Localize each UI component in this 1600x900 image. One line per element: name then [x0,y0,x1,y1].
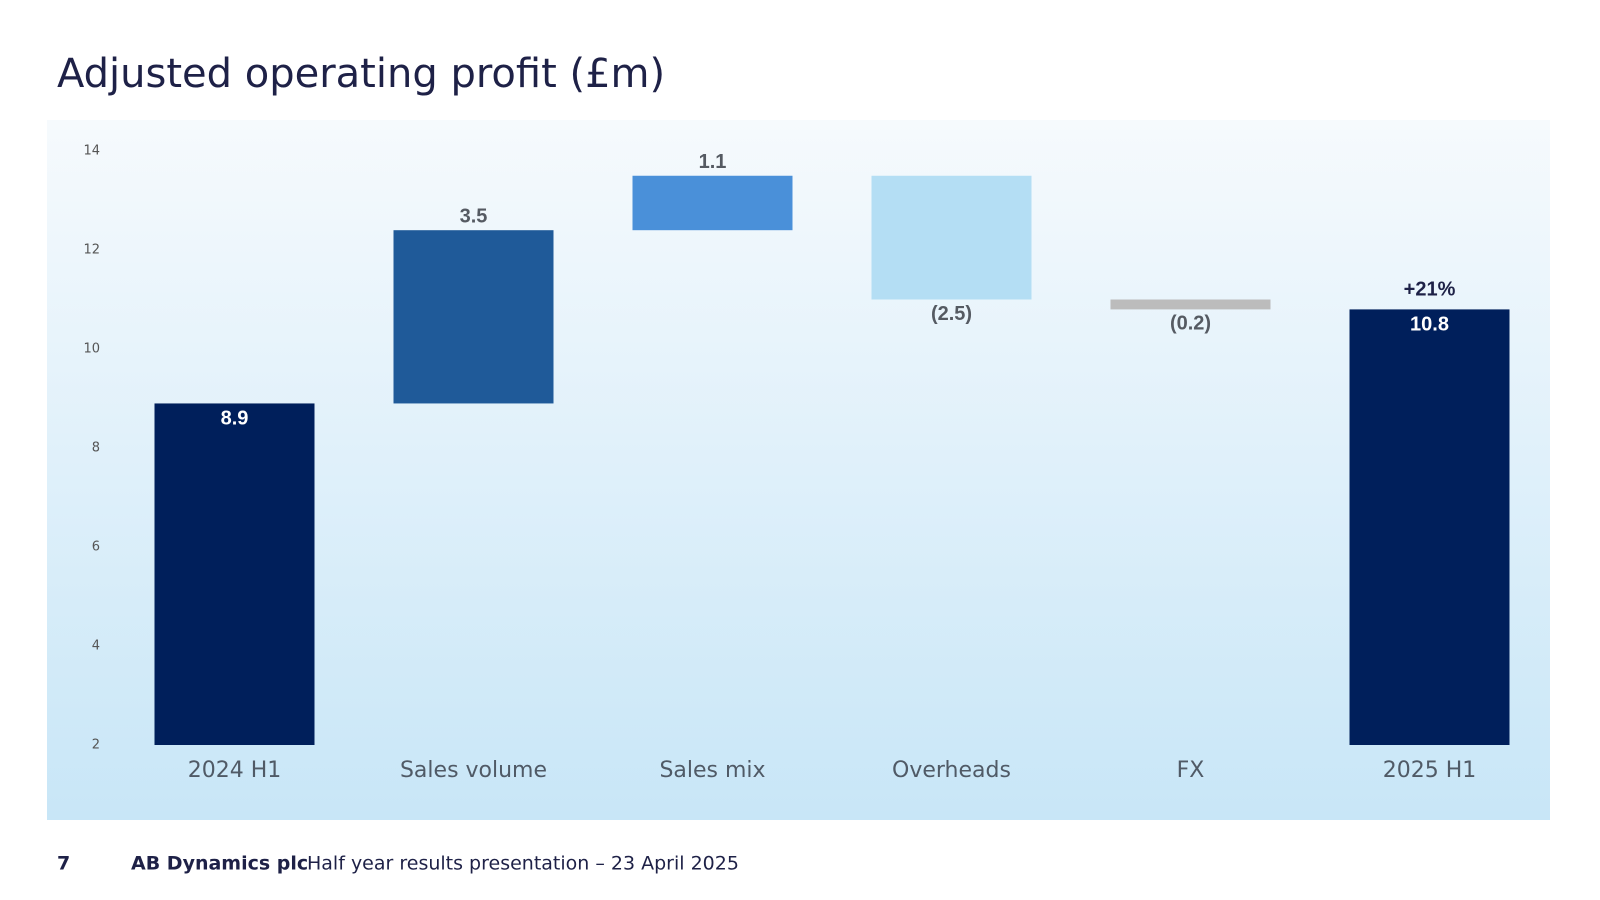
data-label: (2.5) [931,303,972,325]
y-tick-label: 6 [92,540,100,555]
footer-text: Half year results presentation – 23 Apri… [307,853,739,875]
annotation: +21% [1404,279,1456,301]
x-tick-label: Sales mix [659,758,765,783]
data-label: 1.1 [699,151,727,173]
bar [1349,309,1510,745]
data-label: 8.9 [221,408,249,430]
bar [632,175,793,231]
data-label: 3.5 [460,205,488,227]
data-label: (0.2) [1170,313,1211,335]
data-label: 10.8 [1410,314,1449,336]
y-tick-label: 2 [92,738,100,753]
bar [393,230,554,404]
x-tick-label: FX [1177,758,1205,783]
x-tick-label: 2024 H1 [188,758,282,783]
company: AB Dynamics plc [131,853,308,875]
chart-title: Adjusted operating profit (£m) [57,51,665,97]
y-tick-label: 8 [92,441,100,456]
page-number: 7 [57,853,70,875]
bar [871,175,1032,300]
y-tick-label: 4 [92,639,100,654]
bar [1110,299,1271,310]
y-tick-label: 14 [83,144,100,159]
y-tick-label: 12 [83,243,100,258]
x-tick-label: Sales volume [400,758,547,783]
bar [154,403,315,745]
y-tick-label: 10 [83,342,100,357]
x-tick-label: 2025 H1 [1383,758,1477,783]
x-tick-label: Overheads [892,758,1011,783]
